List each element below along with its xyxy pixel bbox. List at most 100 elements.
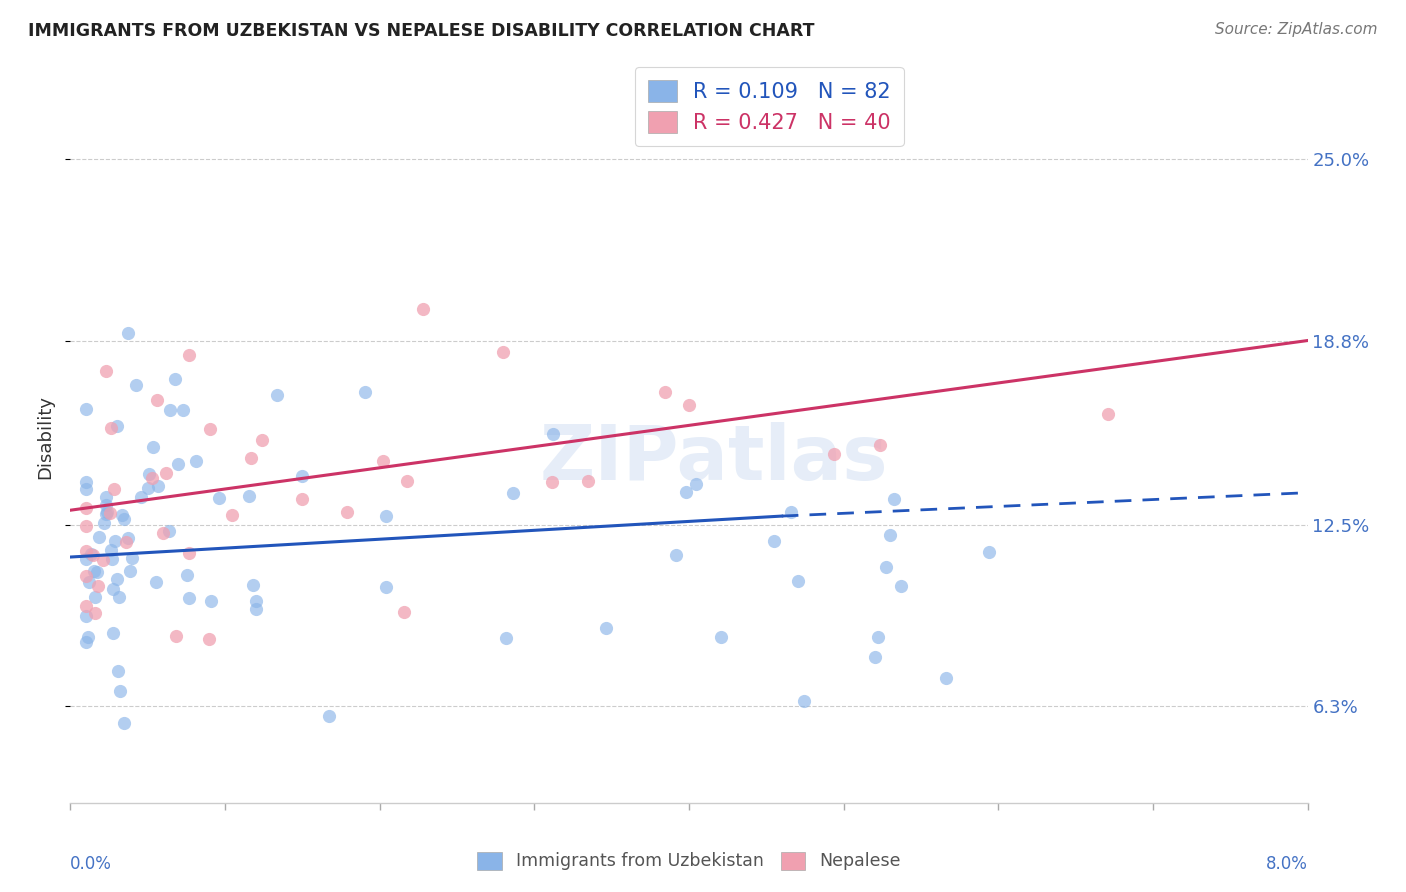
Point bbox=[239, 451, 262, 466]
Point bbox=[863, 649, 886, 664]
Point bbox=[675, 484, 697, 499]
Point bbox=[115, 535, 138, 549]
Point bbox=[75, 482, 97, 496]
Point bbox=[177, 546, 200, 560]
Point bbox=[492, 344, 515, 359]
Point bbox=[200, 594, 222, 608]
Point bbox=[75, 401, 97, 416]
Point bbox=[654, 384, 676, 399]
Point bbox=[208, 491, 231, 506]
Point bbox=[94, 498, 117, 512]
Point bbox=[576, 474, 599, 488]
Point bbox=[91, 553, 114, 567]
Point bbox=[883, 491, 905, 506]
Point bbox=[165, 629, 187, 643]
Point bbox=[107, 664, 129, 678]
Point bbox=[105, 419, 128, 434]
Point bbox=[354, 385, 377, 400]
Point bbox=[221, 508, 243, 523]
Point bbox=[138, 467, 160, 482]
Point bbox=[198, 421, 221, 435]
Point bbox=[112, 512, 135, 526]
Point bbox=[101, 582, 124, 597]
Point bbox=[75, 569, 97, 583]
Point bbox=[890, 579, 912, 593]
Point bbox=[75, 500, 97, 515]
Point bbox=[540, 475, 562, 490]
Point bbox=[879, 527, 901, 541]
Point bbox=[96, 505, 118, 519]
Text: Source: ZipAtlas.com: Source: ZipAtlas.com bbox=[1215, 22, 1378, 37]
Point bbox=[103, 626, 125, 640]
Point bbox=[823, 447, 845, 461]
Point bbox=[291, 468, 314, 483]
Point bbox=[780, 505, 803, 519]
Point bbox=[82, 548, 104, 562]
Point bbox=[665, 548, 688, 562]
Point bbox=[793, 694, 815, 708]
Text: 0.0%: 0.0% bbox=[70, 855, 112, 873]
Point bbox=[762, 533, 785, 548]
Point bbox=[112, 715, 135, 730]
Point bbox=[318, 709, 340, 723]
Point bbox=[79, 547, 101, 561]
Point bbox=[75, 608, 97, 623]
Point bbox=[176, 567, 198, 582]
Text: ZIPatlas: ZIPatlas bbox=[540, 422, 889, 496]
Point bbox=[152, 525, 174, 540]
Point bbox=[120, 564, 142, 578]
Point bbox=[541, 426, 564, 441]
Point bbox=[375, 508, 398, 523]
Point bbox=[869, 438, 891, 452]
Point bbox=[87, 579, 110, 593]
Point bbox=[100, 421, 122, 435]
Point bbox=[75, 599, 97, 613]
Point bbox=[935, 671, 957, 685]
Point bbox=[125, 377, 148, 392]
Point bbox=[266, 387, 288, 401]
Point bbox=[392, 605, 415, 619]
Point bbox=[98, 507, 121, 521]
Point bbox=[93, 516, 115, 531]
Point bbox=[129, 490, 152, 504]
Point bbox=[94, 364, 117, 378]
Point bbox=[121, 550, 143, 565]
Point bbox=[245, 593, 267, 607]
Text: 8.0%: 8.0% bbox=[1265, 855, 1308, 873]
Point bbox=[77, 574, 100, 589]
Point bbox=[146, 392, 169, 407]
Point bbox=[100, 542, 122, 557]
Point bbox=[75, 518, 97, 533]
Point bbox=[83, 565, 105, 579]
Point bbox=[111, 508, 134, 522]
Point bbox=[336, 505, 359, 519]
Point bbox=[502, 486, 524, 500]
Point bbox=[495, 631, 517, 645]
Point bbox=[86, 565, 108, 579]
Point bbox=[373, 454, 395, 468]
Point bbox=[868, 630, 890, 644]
Legend: Immigrants from Uzbekistan, Nepalese: Immigrants from Uzbekistan, Nepalese bbox=[478, 852, 900, 871]
Point bbox=[685, 476, 707, 491]
Point bbox=[242, 578, 264, 592]
Point bbox=[198, 632, 221, 646]
Point bbox=[103, 482, 125, 496]
Point bbox=[375, 581, 398, 595]
Point bbox=[136, 481, 159, 495]
Point bbox=[89, 530, 111, 544]
Point bbox=[979, 544, 1001, 558]
Point bbox=[1097, 407, 1119, 421]
Point bbox=[291, 492, 314, 507]
Point bbox=[163, 372, 186, 386]
Point bbox=[173, 403, 195, 417]
Point bbox=[84, 590, 107, 604]
Point bbox=[117, 531, 139, 545]
Point bbox=[245, 601, 267, 615]
Point bbox=[104, 534, 127, 549]
Point bbox=[155, 466, 177, 480]
Point bbox=[678, 398, 700, 412]
Point bbox=[159, 402, 181, 417]
Point bbox=[145, 575, 167, 590]
Point bbox=[177, 591, 200, 605]
Point bbox=[252, 434, 274, 448]
